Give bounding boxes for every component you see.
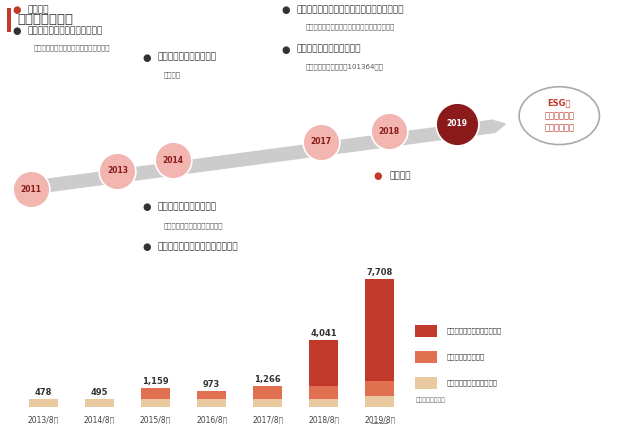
Bar (85, 399, 114, 407)
Point (168, 157, 178, 164)
Text: 当社設立: 当社設立 (28, 5, 49, 14)
Text: ESGの
リーディング
カンパニーへ: ESGの リーディング カンパニーへ (544, 99, 574, 133)
Text: （東京都知事（１）第101364号）: （東京都知事（１）第101364号） (306, 63, 384, 70)
Text: 上場インフラファンドとのサポート契約締結: 上場インフラファンドとのサポート契約締結 (297, 5, 404, 14)
Text: （太陽光発電施設開発・販売）: （太陽光発電施設開発・販売） (164, 222, 223, 229)
Bar (253, 399, 282, 407)
Point (26, 186, 36, 192)
Point (452, 120, 462, 127)
Text: 2015/8期: 2015/8期 (140, 415, 171, 424)
Text: 自然エネルギー事業開始: 自然エネルギー事業開始 (158, 53, 217, 61)
Text: ●: ● (12, 26, 21, 36)
Text: ●: ● (281, 45, 290, 55)
Text: （ショッピングセンターフォルテ取得）: （ショッピングセンターフォルテ取得） (34, 45, 111, 51)
Text: 沿革・業績推移: 沿革・業績推移 (17, 13, 74, 26)
Point (112, 167, 122, 174)
Text: 株式上場: 株式上場 (389, 171, 411, 180)
Bar (29, 399, 58, 407)
Text: ●: ● (142, 202, 151, 212)
Text: 2018: 2018 (379, 127, 400, 136)
Text: ●: ● (374, 171, 383, 181)
Bar (365, 381, 394, 396)
Bar (141, 388, 170, 399)
Text: 2017: 2017 (311, 137, 332, 146)
Bar (309, 399, 339, 407)
Text: 2019: 2019 (447, 119, 468, 128)
Text: ショッピングセンター事業: ショッピングセンター事業 (447, 379, 498, 386)
Text: 1,159: 1,159 (142, 377, 169, 386)
Bar (365, 279, 394, 381)
Text: 2013/8期: 2013/8期 (28, 415, 59, 424)
Point (316, 139, 326, 145)
Text: ショッピングセンター事業開始: ショッピングセンター事業開始 (28, 26, 103, 35)
FancyBboxPatch shape (415, 325, 437, 337)
Text: 2011: 2011 (20, 185, 41, 194)
FancyBboxPatch shape (415, 351, 437, 363)
Text: ●: ● (142, 53, 151, 63)
Bar (141, 399, 170, 407)
Text: 不動産コンサルティング事業開始: 不動産コンサルティング事業開始 (158, 242, 238, 251)
Text: （日本再生可能エネルギーインフラ投資法人）: （日本再生可能エネルギーインフラ投資法人） (306, 24, 395, 30)
Text: 自然エネルギー事業: 自然エネルギー事業 (447, 353, 485, 360)
Text: 4,041: 4,041 (310, 329, 337, 338)
Text: （単位：百万円）: （単位：百万円） (415, 398, 446, 403)
Bar (365, 396, 394, 407)
Text: 973: 973 (203, 380, 220, 389)
Text: 2014/8期: 2014/8期 (84, 415, 115, 424)
Text: ●: ● (12, 5, 21, 15)
Bar (309, 386, 339, 399)
Bar (197, 391, 226, 399)
Text: ●: ● (281, 5, 290, 15)
Text: （予想）: （予想） (371, 422, 389, 424)
Text: 不動産コンサルティング事業: 不動産コンサルティング事業 (447, 327, 502, 334)
Text: 2016/8期: 2016/8期 (196, 415, 227, 424)
Point (384, 128, 394, 135)
Text: （売電）: （売電） (164, 71, 181, 78)
Bar (7, 8, 11, 31)
Text: 2018/8期: 2018/8期 (308, 415, 339, 424)
Text: 2014: 2014 (163, 156, 184, 165)
FancyBboxPatch shape (415, 377, 437, 389)
Bar (253, 386, 282, 399)
Text: ●: ● (142, 242, 151, 252)
Text: 2013: 2013 (107, 166, 128, 176)
Text: 495: 495 (91, 388, 108, 397)
Text: 2019/8期: 2019/8期 (364, 415, 396, 424)
Text: 自然エネルギー事業開始: 自然エネルギー事業開始 (158, 202, 217, 212)
Text: 478: 478 (35, 388, 52, 397)
Text: 宅地建物取引業者免許取得: 宅地建物取引業者免許取得 (297, 45, 361, 54)
Text: 2017/8期: 2017/8期 (252, 415, 283, 424)
Bar (309, 340, 339, 386)
Text: 1,266: 1,266 (255, 375, 281, 384)
Bar (197, 399, 226, 407)
Text: 7,708: 7,708 (366, 268, 393, 277)
